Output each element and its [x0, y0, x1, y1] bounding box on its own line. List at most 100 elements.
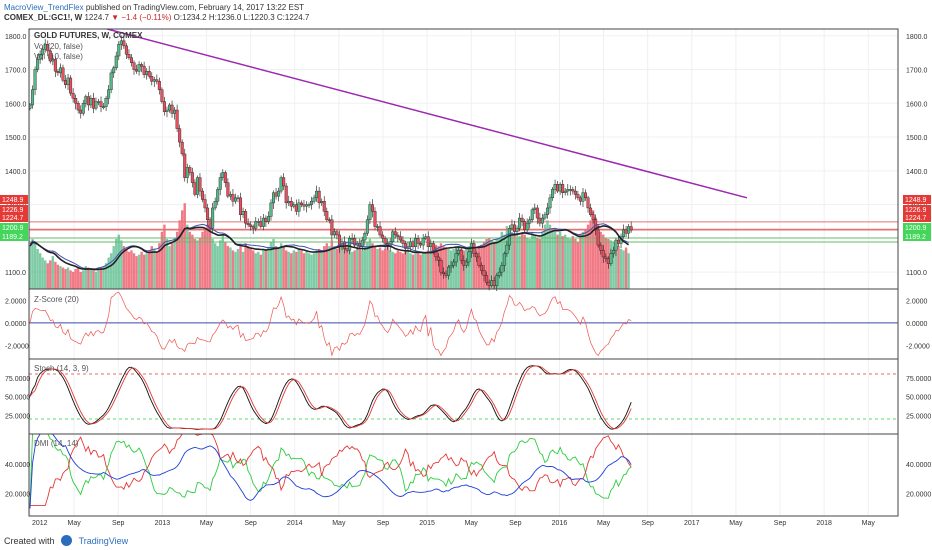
candle-body — [86, 96, 90, 106]
volume-bar — [599, 231, 602, 289]
candle-body — [419, 243, 423, 246]
volume-bar — [74, 268, 77, 289]
candle-body — [178, 128, 182, 143]
candle-body — [211, 207, 215, 229]
volume-bar — [135, 256, 138, 289]
volume-bar — [510, 231, 514, 289]
chart-header: MacroView_TrendFlex published on Trading… — [0, 0, 932, 28]
trendline — [107, 28, 748, 199]
volume-bar — [295, 251, 298, 289]
price-label-right: 1200.9 — [905, 225, 927, 232]
volume-bar — [267, 247, 270, 289]
volume-bar — [282, 246, 285, 289]
candle-body — [434, 251, 438, 258]
volume-bar — [224, 241, 227, 289]
low-value: L:1220.3 — [243, 13, 275, 22]
volume-bar — [196, 240, 199, 289]
candle-body — [601, 249, 605, 258]
volume-bar — [409, 253, 412, 289]
candle-body — [505, 244, 509, 254]
x-tick-label: May — [597, 520, 611, 527]
candle-body — [571, 189, 575, 192]
volume-bar — [612, 241, 615, 289]
candle-body — [104, 98, 108, 107]
volume-bar — [437, 246, 440, 289]
volume-bar — [406, 251, 410, 289]
volume-bar — [94, 271, 98, 289]
candle-body — [403, 243, 407, 249]
candle-body — [584, 192, 588, 199]
candle-body — [474, 253, 478, 258]
volume-bar — [216, 246, 219, 289]
last-price: 1224.7 — [84, 13, 109, 22]
volume-bar — [307, 253, 311, 289]
candle-body — [160, 89, 164, 102]
volume-bar — [155, 251, 159, 289]
candle-body — [74, 98, 78, 104]
volume-bar — [198, 237, 202, 289]
volume-bar — [523, 234, 526, 289]
candle-body — [206, 207, 210, 220]
candle-body — [190, 172, 194, 183]
volume-bar — [505, 226, 509, 289]
volume-bar — [320, 251, 323, 289]
x-tick-label: Sep — [377, 520, 390, 527]
candle-body — [495, 275, 499, 286]
candle-body — [449, 265, 453, 268]
volume-bar — [277, 248, 280, 289]
open-value: O:1234.2 — [173, 13, 207, 22]
candle-body — [58, 67, 62, 74]
volume-bar — [33, 243, 37, 289]
legend-vol-10: Vol (10, false) — [34, 52, 83, 61]
volume-bar — [274, 246, 278, 289]
candle-body — [112, 67, 116, 74]
candle-body — [467, 251, 471, 263]
candle-body — [452, 261, 456, 266]
candle-body — [261, 217, 265, 227]
zscore-line — [29, 291, 632, 357]
zscore-tick-right: 2.0000 — [906, 298, 928, 305]
volume-bar — [213, 243, 217, 289]
y-tick-label-right: 1800.0 — [906, 34, 928, 41]
tradingview-link[interactable]: TradingView — [78, 536, 129, 546]
price-label-left: 1200.9 — [2, 225, 24, 232]
volume-bar — [399, 251, 402, 289]
author-link[interactable]: MacroView_TrendFlex — [4, 3, 84, 12]
candle-body — [107, 89, 111, 99]
candle-body — [91, 98, 95, 109]
volume-bar — [404, 250, 407, 289]
candle-body — [627, 226, 631, 234]
volume-bar — [492, 241, 496, 289]
volume-bar — [581, 231, 585, 289]
volume-bar — [419, 254, 422, 289]
volume-bar — [421, 251, 425, 289]
volume-bar — [302, 253, 306, 289]
price-label-left: 1226.9 — [2, 207, 24, 214]
symbol-label[interactable]: COMEX_DL:GC1!, W — [4, 13, 83, 22]
candle-body — [302, 204, 306, 207]
x-tick-label: May — [68, 520, 82, 527]
volume-bar — [300, 250, 303, 289]
candle-body — [33, 69, 37, 90]
candle-body — [259, 221, 263, 227]
volume-bar — [525, 237, 529, 289]
volume-bar — [328, 246, 331, 289]
candle-body — [616, 239, 620, 244]
y-tick-label-right: 1600.0 — [906, 101, 928, 108]
candle-body — [589, 207, 593, 215]
candle-body — [124, 45, 128, 55]
volume-bar — [470, 243, 473, 289]
candle-body — [269, 202, 273, 217]
candle-body — [246, 222, 250, 226]
candle-body — [135, 69, 139, 72]
candle-body — [411, 241, 415, 247]
candle-body — [69, 77, 73, 94]
candle-body — [81, 103, 85, 114]
candle-body — [223, 172, 227, 183]
candle-body — [239, 197, 243, 215]
volume-bar — [323, 246, 326, 289]
y-tick-label-right: 1700.0 — [906, 68, 928, 75]
candle-body — [147, 71, 151, 77]
volume-bar — [165, 238, 169, 289]
